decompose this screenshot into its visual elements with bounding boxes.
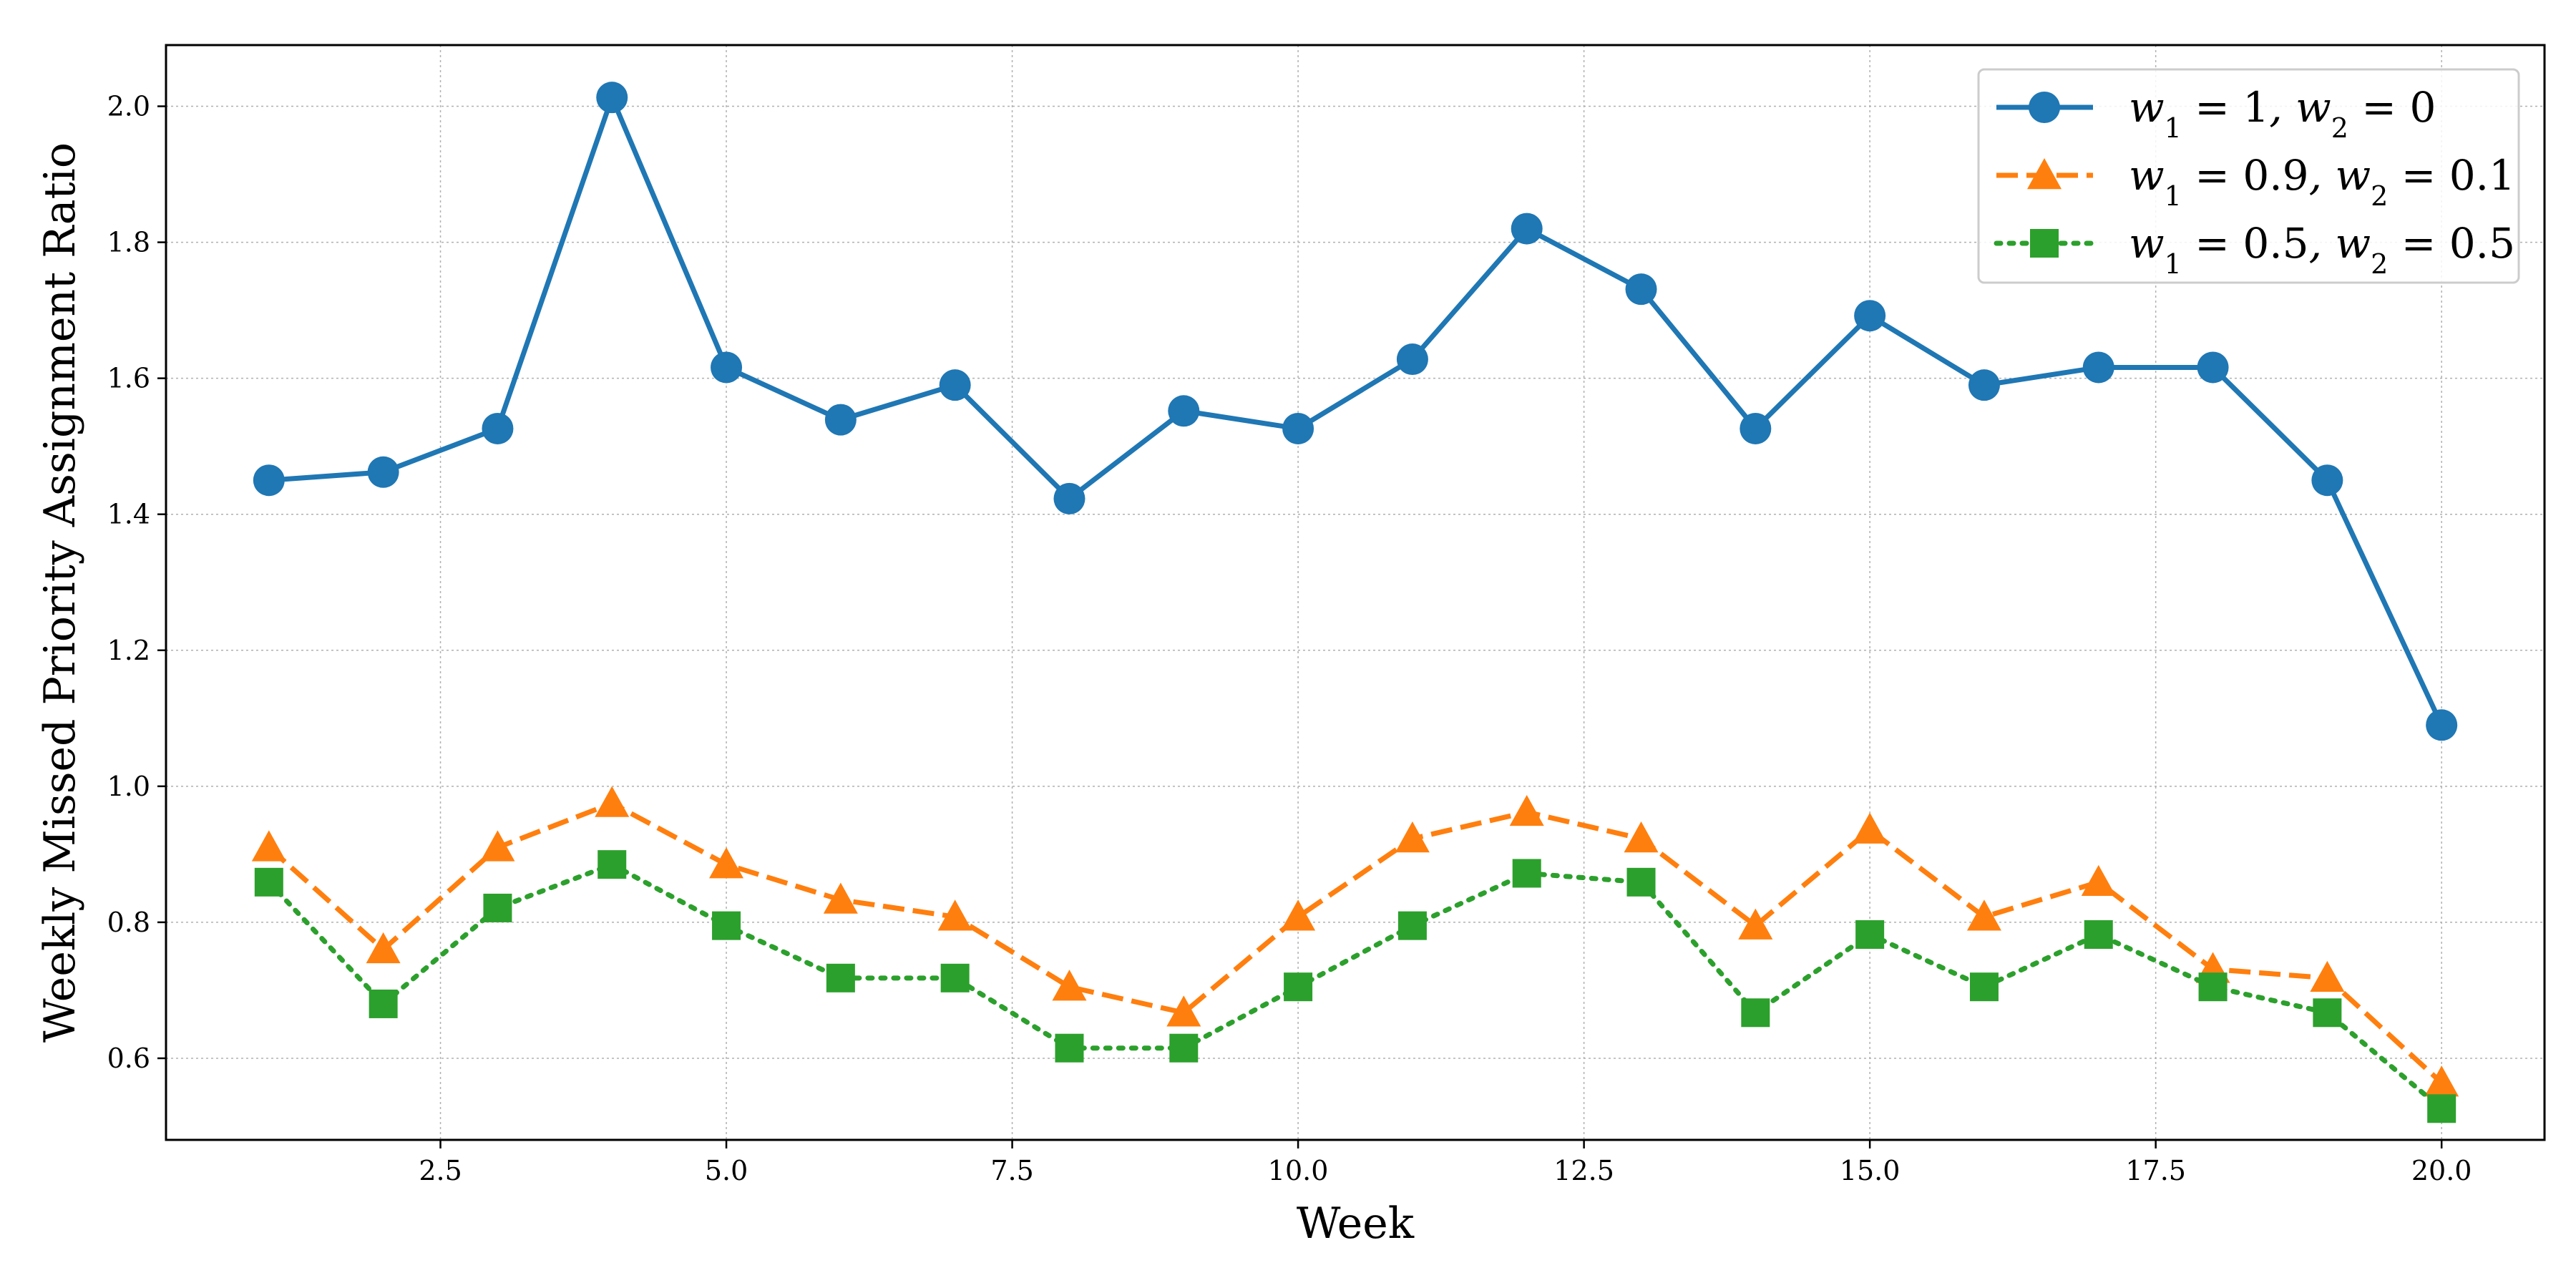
data-point bbox=[2197, 351, 2229, 384]
y-tick-label: 1.8 bbox=[107, 227, 150, 258]
data-point bbox=[366, 932, 401, 964]
data-point bbox=[1396, 343, 1428, 376]
data-point bbox=[480, 830, 515, 862]
y-tick-label: 0.8 bbox=[107, 907, 150, 938]
data-point bbox=[1626, 867, 1656, 897]
data-point bbox=[1281, 899, 1316, 931]
series-1 bbox=[253, 82, 2458, 741]
data-point bbox=[596, 82, 628, 114]
y-tick-label: 1.4 bbox=[107, 499, 150, 530]
series-line bbox=[267, 801, 2444, 1085]
series-line bbox=[268, 94, 2444, 726]
data-point bbox=[2310, 960, 2345, 992]
data-point bbox=[1509, 794, 1544, 826]
legend-marker bbox=[2027, 158, 2062, 190]
data-point bbox=[597, 850, 627, 879]
data-point bbox=[369, 989, 398, 1018]
data-point bbox=[254, 867, 283, 897]
data-point bbox=[1282, 412, 1314, 444]
x-tick-label: 15.0 bbox=[1840, 1155, 1901, 1186]
data-point bbox=[483, 893, 512, 922]
x-tick-label: 10.0 bbox=[1268, 1155, 1329, 1186]
y-axis-ticks: 0.6 0.8 1.0 1.2 1.4 1.6 1.8 2.0 bbox=[107, 91, 166, 1074]
data-point bbox=[1055, 1033, 1084, 1063]
y-tick-label: 1.6 bbox=[107, 363, 150, 394]
data-point bbox=[939, 369, 971, 401]
data-point bbox=[1512, 859, 1541, 888]
data-point bbox=[1166, 995, 1201, 1027]
data-point bbox=[1968, 369, 2000, 401]
x-tick-label: 7.5 bbox=[990, 1155, 1033, 1186]
legend: w1 = 1, w2 = 0 w1 = 0.9, w2 = 0.1 w1 = 0.5… bbox=[1977, 68, 2520, 284]
data-point bbox=[1284, 972, 1313, 1002]
x-tick-label: 17.5 bbox=[2125, 1155, 2186, 1186]
legend-label: w1 = 0.5, w2 = 0.5 bbox=[2129, 219, 2515, 280]
data-point bbox=[1969, 972, 1999, 1002]
data-point bbox=[482, 412, 514, 444]
data-point bbox=[940, 963, 970, 992]
y-tick-label: 1.2 bbox=[107, 635, 150, 666]
data-point bbox=[1738, 908, 1773, 940]
data-point bbox=[1966, 899, 2001, 931]
data-point bbox=[1624, 821, 1659, 853]
data-point bbox=[595, 786, 630, 817]
x-tick-label: 12.5 bbox=[1553, 1155, 1614, 1186]
data-point bbox=[367, 456, 399, 488]
data-point bbox=[1052, 970, 1087, 1001]
series-lines bbox=[251, 82, 2459, 1123]
x-tick-label: 5.0 bbox=[705, 1155, 748, 1186]
data-point bbox=[709, 847, 744, 879]
data-point bbox=[1168, 395, 1200, 427]
data-point bbox=[2082, 351, 2114, 384]
y-tick-label: 2.0 bbox=[107, 91, 150, 122]
legend-marker bbox=[2030, 229, 2059, 258]
data-point bbox=[1397, 911, 1427, 940]
data-point bbox=[2426, 709, 2458, 741]
x-axis-title: Week bbox=[1297, 1199, 1415, 1249]
x-tick-label: 20.0 bbox=[2411, 1155, 2472, 1186]
data-point bbox=[823, 882, 858, 914]
data-point bbox=[711, 351, 743, 384]
legend-label: w1 = 0.9, w2 = 0.1 bbox=[2129, 151, 2515, 212]
data-point bbox=[1169, 1033, 1199, 1063]
data-point bbox=[2198, 972, 2228, 1002]
grid-lines bbox=[166, 45, 2545, 1140]
data-point bbox=[1855, 920, 1885, 950]
y-tick-label: 0.6 bbox=[107, 1043, 150, 1074]
data-point bbox=[1854, 300, 1886, 332]
data-point bbox=[937, 899, 972, 931]
data-point bbox=[2313, 998, 2342, 1028]
data-point bbox=[712, 911, 741, 940]
data-point bbox=[2081, 864, 2116, 897]
data-point bbox=[1853, 812, 1888, 844]
legend-box bbox=[1977, 68, 2520, 284]
series-3 bbox=[254, 850, 2457, 1123]
legend-marker bbox=[2029, 92, 2060, 123]
data-point bbox=[2084, 920, 2113, 950]
y-axis-title: Weekly Missed Priority Assignment Ratio bbox=[35, 142, 85, 1043]
x-axis-ticks: 2.5 5.0 7.5 10.0 12.5 15.0 17.5 20.0 bbox=[419, 1140, 2472, 1186]
data-point bbox=[1053, 482, 1085, 514]
data-point bbox=[2427, 1094, 2457, 1123]
y-tick-label: 1.0 bbox=[107, 771, 150, 802]
data-point bbox=[253, 464, 285, 497]
data-point bbox=[2424, 1065, 2459, 1097]
data-point bbox=[1741, 998, 1770, 1028]
data-point bbox=[1625, 273, 1657, 306]
series-2 bbox=[251, 786, 2459, 1097]
data-point bbox=[824, 404, 857, 436]
data-point bbox=[1740, 412, 1772, 444]
data-point bbox=[1511, 213, 1543, 245]
data-point bbox=[1395, 821, 1430, 853]
plot-area-frame bbox=[165, 44, 2546, 1141]
data-point bbox=[2311, 464, 2343, 497]
data-point bbox=[826, 963, 855, 992]
x-tick-label: 2.5 bbox=[419, 1155, 462, 1186]
series-line bbox=[266, 862, 2444, 1111]
legend-label: w1 = 1, w2 = 0 bbox=[2129, 83, 2436, 144]
data-point bbox=[251, 830, 286, 862]
